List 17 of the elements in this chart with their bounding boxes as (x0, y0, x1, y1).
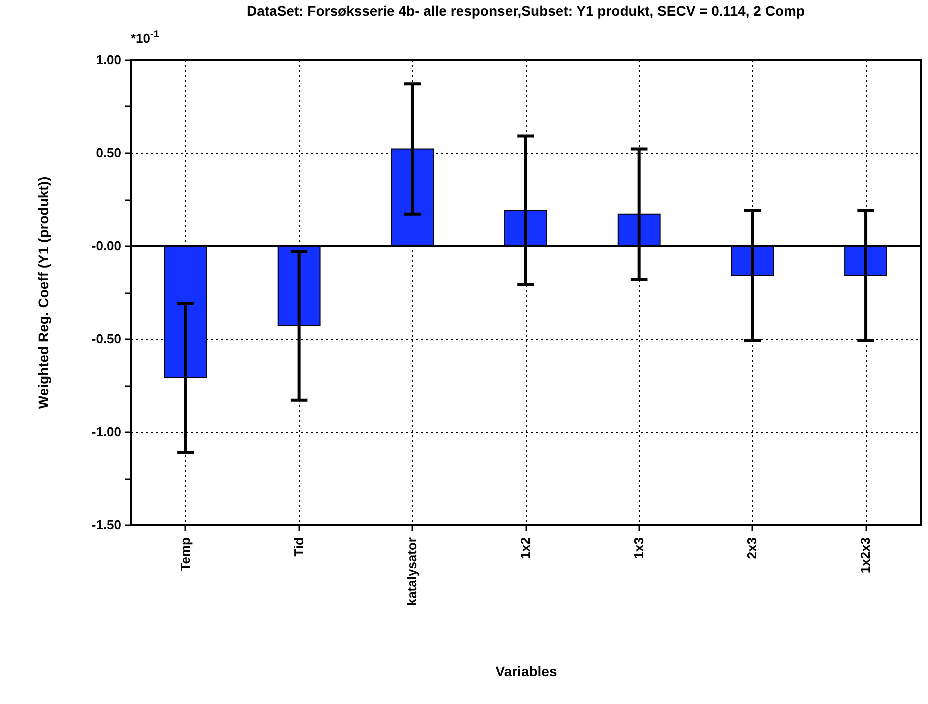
text: *10$^{-1}$ (131, 30, 160, 46)
x-tick-label: Temp (178, 537, 193, 572)
y-tick-label: -0.50 (92, 332, 122, 346)
y-tick-label: 0.50 (96, 146, 122, 160)
x-tick-label: Tid (291, 537, 306, 557)
text: 1.00 (96, 52, 122, 68)
x-tick-label: katalysator (404, 538, 420, 606)
y-tick-label: -1.50 (92, 518, 122, 532)
x-tick-label: 1x3 (631, 538, 646, 560)
x-tick-label: 2x3 (744, 538, 760, 560)
x-tick-label: 1x2 (518, 538, 533, 560)
y-tick-label: -0.00 (92, 238, 122, 254)
x-tick-label: 1x2x3 (858, 538, 874, 574)
y-axis-title: Weighted Reg. Coeff (Y1 (produkt)) (36, 176, 52, 410)
x-axis-title: Variables (496, 664, 558, 680)
chart-title: DataSet: Forsøksserie 4b- alle responser,Subset: Y1 produkt, SECV = 0.114, 2 Comp (246, 3, 806, 19)
y-tick-label: -1.00 (92, 424, 122, 440)
